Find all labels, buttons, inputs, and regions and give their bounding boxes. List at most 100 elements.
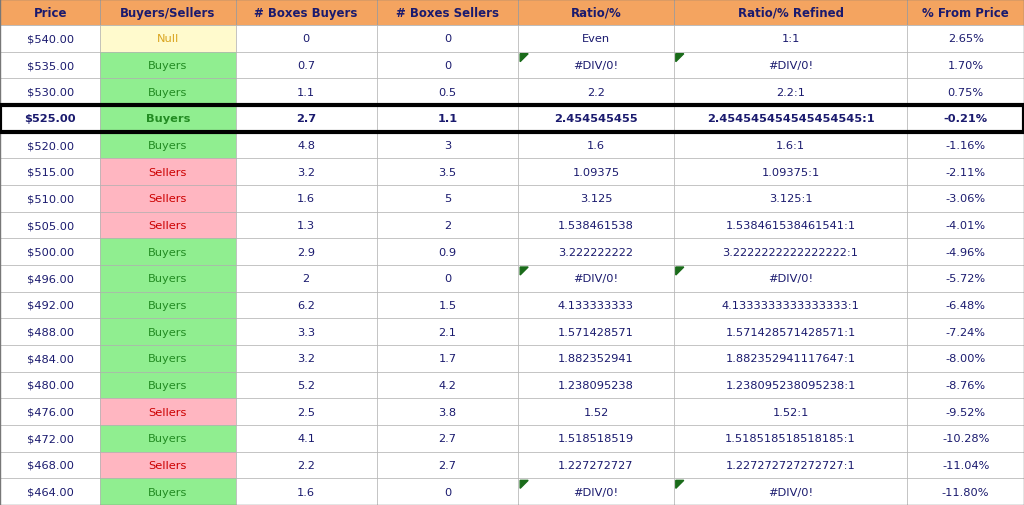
Bar [377,26,518,53]
Bar [377,425,518,452]
Bar [236,452,377,478]
Text: 1.52: 1.52 [584,407,608,417]
Bar [907,372,1024,398]
Bar [377,478,518,505]
Text: 1.538461538: 1.538461538 [558,221,634,231]
Text: 2: 2 [303,274,309,284]
Text: 4.1: 4.1 [297,433,315,443]
Bar [907,425,1024,452]
Polygon shape [676,480,684,488]
Text: 1.518518519: 1.518518519 [558,433,634,443]
Text: 1.7: 1.7 [438,354,457,364]
Bar [674,319,907,345]
Bar [907,266,1024,292]
Bar [518,372,674,398]
Bar [236,26,377,53]
Text: -11.80%: -11.80% [942,487,989,497]
Bar [0,53,100,79]
Bar [377,372,518,398]
Text: 0.75%: 0.75% [947,87,984,97]
Bar [100,186,236,212]
Bar [674,372,907,398]
Text: Sellers: Sellers [148,460,187,470]
Polygon shape [520,268,528,275]
Text: Buyers: Buyers [148,141,187,150]
Bar [518,53,674,79]
Bar [100,292,236,319]
Bar [100,79,236,106]
Bar [907,132,1024,159]
Text: 1.882352941117647:1: 1.882352941117647:1 [725,354,856,364]
Bar [907,26,1024,53]
Bar [100,345,236,372]
Text: -5.72%: -5.72% [945,274,986,284]
Text: 5: 5 [443,194,452,204]
Bar [518,26,674,53]
Text: 1.52:1: 1.52:1 [772,407,809,417]
Bar [0,26,100,53]
Text: #DIV/0!: #DIV/0! [768,61,813,71]
Bar [0,106,100,132]
Text: $496.00: $496.00 [27,274,74,284]
Text: Sellers: Sellers [148,194,187,204]
Bar [236,372,377,398]
Bar [518,186,674,212]
Bar [518,452,674,478]
Text: $520.00: $520.00 [27,141,74,150]
Bar [518,398,674,425]
Bar [907,186,1024,212]
Text: -4.96%: -4.96% [945,247,986,257]
Text: 4.1333333333333333:1: 4.1333333333333333:1 [722,300,859,311]
Bar [377,186,518,212]
Bar [518,212,674,239]
Bar [100,425,236,452]
Bar [907,53,1024,79]
Bar [0,0,100,26]
Bar [674,132,907,159]
Bar [0,452,100,478]
Text: # Boxes Sellers: # Boxes Sellers [396,7,499,20]
Bar [377,132,518,159]
Text: 3: 3 [443,141,452,150]
Bar [236,478,377,505]
Text: $484.00: $484.00 [27,354,74,364]
Bar [236,345,377,372]
Text: 0: 0 [443,274,452,284]
Bar [907,212,1024,239]
Text: 3.3: 3.3 [297,327,315,337]
Bar [674,345,907,372]
Text: 2.7: 2.7 [438,460,457,470]
Bar [0,319,100,345]
Text: Sellers: Sellers [148,407,187,417]
Text: 2.2: 2.2 [297,460,315,470]
Text: 1.227272727: 1.227272727 [558,460,634,470]
Text: $472.00: $472.00 [27,433,74,443]
Bar [100,266,236,292]
Text: Even: Even [582,34,610,44]
Bar [0,292,100,319]
Text: 3.5: 3.5 [438,167,457,177]
Bar [100,0,236,26]
Bar [236,319,377,345]
Text: 4.133333333: 4.133333333 [558,300,634,311]
Bar [100,53,236,79]
Text: -10.28%: -10.28% [942,433,989,443]
Text: $476.00: $476.00 [27,407,74,417]
Bar [236,398,377,425]
Text: Null: Null [157,34,179,44]
Text: 2.454545455: 2.454545455 [554,114,638,124]
Text: Sellers: Sellers [148,221,187,231]
Text: 2.5: 2.5 [297,407,315,417]
Text: 1.5: 1.5 [438,300,457,311]
Bar [100,452,236,478]
Text: 2.2: 2.2 [587,87,605,97]
Bar [907,239,1024,266]
Bar [674,79,907,106]
Bar [0,79,100,106]
Bar [236,266,377,292]
Bar [518,0,674,26]
Bar [674,26,907,53]
Text: 1.538461538461541:1: 1.538461538461541:1 [725,221,856,231]
Text: #DIV/0!: #DIV/0! [768,274,813,284]
Text: 1.6: 1.6 [297,194,315,204]
